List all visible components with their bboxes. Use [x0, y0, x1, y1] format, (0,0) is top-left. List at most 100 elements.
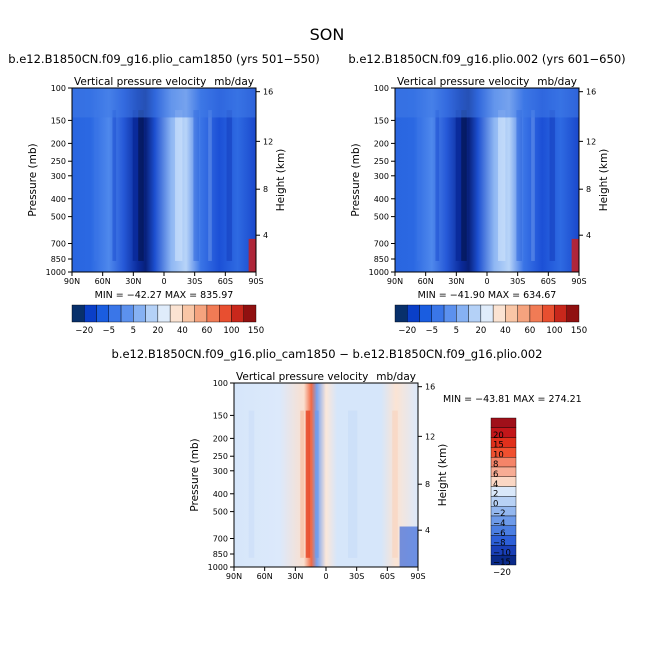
- colorbar-label: −5: [103, 326, 116, 336]
- contour-band: [498, 110, 506, 261]
- chart-title: b.e12.B1850CN.f09_g16.plio_cam1850 (yrs …: [8, 52, 319, 66]
- colorbar-label: 10: [493, 450, 504, 460]
- x-tick-label: 30S: [510, 277, 525, 286]
- contour-band: [399, 526, 418, 567]
- y-right-tick-label: 4: [263, 231, 268, 240]
- x-tick-label: 0: [161, 277, 166, 286]
- colorbar-swatch: [492, 304, 506, 323]
- colorbar-label: −15: [493, 558, 511, 568]
- subtitle-left: Vertical pressure velocity: [74, 76, 206, 88]
- y-right-tick-label: 12: [263, 137, 273, 146]
- contour-band: [300, 410, 304, 558]
- y-tick-label: 400: [213, 490, 228, 499]
- colorbar-swatch: [468, 304, 482, 323]
- y-tick-label: 100: [51, 84, 66, 93]
- subtitle-right: mb/day: [376, 371, 416, 383]
- contour-band: [392, 410, 398, 558]
- y-tick-label: 150: [374, 116, 389, 125]
- contour-band: [112, 110, 117, 261]
- colorbar-label: 8: [493, 460, 498, 470]
- colorbar-label: 40: [500, 326, 511, 336]
- x-tick-label: 30N: [125, 277, 141, 286]
- y-tick-label: 850: [213, 550, 228, 559]
- y-axis-label: Pressure (mb): [27, 143, 39, 216]
- colorbar-swatch: [243, 304, 257, 323]
- colorbar-swatch: [96, 304, 109, 323]
- x-tick-label: 60N: [418, 277, 434, 286]
- y-tick-label: 250: [213, 452, 228, 461]
- colorbar-swatch: [480, 304, 494, 323]
- colorbar-swatch: [120, 304, 134, 323]
- contour-band: [516, 110, 522, 261]
- y-right-axis-label: Height (km): [598, 149, 610, 212]
- y-tick-label: 200: [51, 139, 66, 148]
- stats-label: MIN = −43.81 MAX = 274.21: [443, 394, 582, 405]
- x-tick-label: 90S: [410, 572, 425, 581]
- y-tick-label: 300: [51, 172, 66, 181]
- y-right-tick-label: 16: [263, 88, 273, 97]
- y-tick-label: 150: [213, 411, 228, 420]
- colorbar-label: 5: [131, 326, 136, 336]
- colorbar-label: −10: [493, 548, 511, 558]
- y-tick-label: 700: [374, 239, 389, 248]
- colorbar-swatch: [490, 417, 517, 429]
- panel-1: b.e12.B1850CN.f09_g16.plio_cam1850 (yrs …: [8, 52, 319, 336]
- chart-title: b.e12.B1850CN.f09_g16.plio.002 (yrs 601−…: [348, 52, 625, 66]
- subtitle-left: Vertical pressure velocity: [397, 76, 529, 88]
- colorbar-label: −2: [493, 509, 506, 519]
- colorbar-swatch: [157, 304, 171, 323]
- stats-label: MIN = −42.27 MAX = 835.97: [95, 290, 234, 301]
- colorbar-label: −20: [493, 568, 511, 578]
- colorbar-swatch: [554, 304, 567, 323]
- colorbar-label: 150: [248, 326, 264, 336]
- x-tick-label: 30N: [287, 572, 303, 581]
- contour-band: [248, 238, 256, 272]
- colorbar-label: 2: [493, 490, 498, 500]
- contour-band: [305, 410, 311, 558]
- panel-difference: b.e12.B1850CN.f09_g16.plio_cam1850 − b.e…: [112, 347, 582, 581]
- colorbar-label: 60: [202, 326, 213, 336]
- colorbar-swatch: [394, 304, 408, 323]
- contour-band: [208, 110, 212, 261]
- contour-band: [395, 88, 579, 118]
- colorbar-swatch: [133, 304, 146, 323]
- page-title: SON: [310, 25, 345, 44]
- x-tick-label: 60N: [257, 572, 273, 581]
- y-tick-label: 400: [51, 195, 66, 204]
- colorbar-label: 20: [493, 431, 504, 441]
- colorbar-label: −20: [398, 326, 416, 336]
- x-tick-label: 90N: [387, 277, 403, 286]
- colorbar-label: 150: [571, 326, 587, 336]
- colorbar-swatch: [443, 304, 457, 323]
- x-tick-label: 90N: [226, 572, 242, 581]
- x-tick-label: 60S: [541, 277, 556, 286]
- plot-area: [395, 88, 579, 272]
- y-right-tick-label: 8: [586, 185, 591, 194]
- x-tick-label: 60N: [95, 277, 111, 286]
- y-tick-label: 1000: [208, 563, 228, 572]
- panel-2: b.e12.B1850CN.f09_g16.plio.002 (yrs 601−…: [348, 52, 625, 336]
- plot-area: [234, 383, 418, 567]
- contour-band: [455, 110, 465, 261]
- y-tick-label: 100: [213, 379, 228, 388]
- y-tick-label: 700: [213, 534, 228, 543]
- contour-band: [72, 88, 256, 118]
- colorbar-label: 40: [177, 326, 188, 336]
- x-tick-label: 90S: [571, 277, 586, 286]
- y-tick-label: 700: [51, 239, 66, 248]
- colorbar-swatch: [566, 304, 580, 323]
- y-right-tick-label: 8: [425, 480, 430, 489]
- x-tick-label: 60S: [380, 572, 395, 581]
- y-tick-label: 150: [51, 116, 66, 125]
- y-tick-label: 300: [213, 467, 228, 476]
- y-tick-label: 500: [51, 213, 66, 222]
- colorbar-swatch: [431, 304, 445, 323]
- colorbar-swatch: [407, 304, 420, 323]
- subtitle-left: Vertical pressure velocity: [236, 371, 368, 383]
- colorbar-swatch: [218, 304, 232, 323]
- colorbar-swatch: [182, 304, 195, 323]
- y-tick-label: 200: [213, 434, 228, 443]
- contour-band: [571, 238, 579, 272]
- y-axis-label: Pressure (mb): [189, 438, 201, 511]
